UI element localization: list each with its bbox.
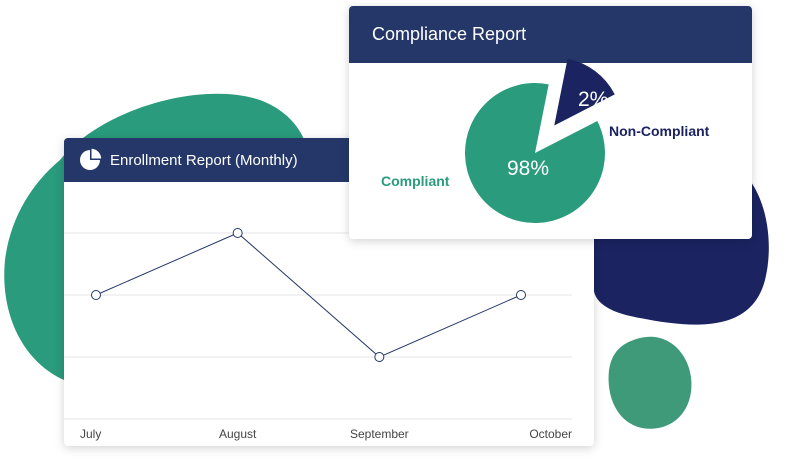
x-tick-label: October [529, 427, 572, 441]
data-point [232, 228, 243, 238]
data-point [91, 290, 101, 300]
pie-slice-compliant [465, 83, 605, 223]
series-line [95, 232, 522, 358]
data-point [516, 290, 526, 300]
pie-chart-icon [78, 148, 102, 172]
data-point [374, 352, 385, 362]
pie-slice-non-compliant [554, 58, 615, 126]
pie-value-label: 2% [578, 88, 608, 111]
x-tick-label: August [219, 427, 257, 441]
enrollment-line-chart: July August September October [64, 228, 572, 441]
compliance-pie-chart: 98% 2% Compliant Non-Compliant [381, 58, 710, 223]
enrollment-report-title: Enrollment Report (Monthly) [110, 151, 298, 169]
pie-category-label: Non-Compliant [609, 123, 710, 139]
compliance-report-card: Compliance Report 98% 2% Compliant Non-Comp… [349, 6, 752, 239]
pie-value-label: 98% [507, 157, 549, 180]
compliance-report-header: Compliance Report [349, 6, 752, 63]
compliance-report-title: Compliance Report [372, 24, 527, 44]
x-tick-label: September [350, 427, 409, 441]
x-tick-label: July [80, 427, 101, 441]
pie-category-label: Compliant [381, 173, 450, 189]
